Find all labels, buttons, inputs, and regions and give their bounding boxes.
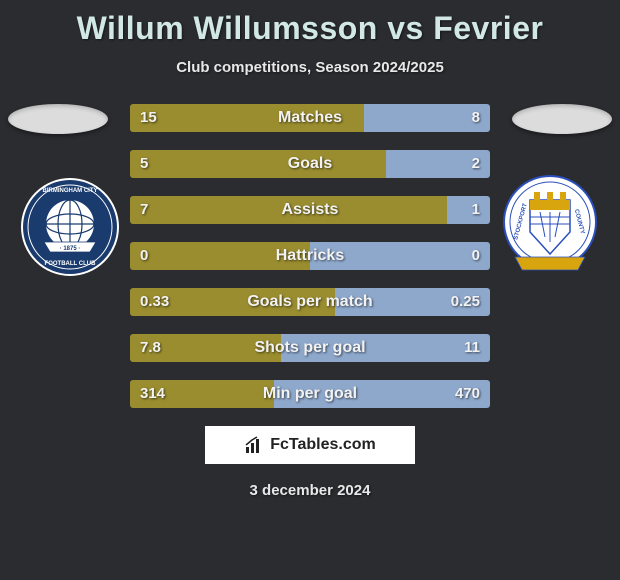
badge-left-text-bottom: FOOTBALL CLUB — [45, 261, 97, 267]
comparison-title: Willum Willumsson vs Fevrier — [0, 0, 620, 47]
badge-left-text-top: BIRMINGHAM CITY — [43, 188, 98, 194]
stat-row: Assists71 — [130, 196, 490, 224]
stat-row: Hattricks00 — [130, 242, 490, 270]
stat-bar-right — [274, 380, 490, 408]
country-indicator-left — [8, 104, 108, 134]
stat-bar-left — [130, 242, 310, 270]
stat-bar-right — [386, 150, 490, 178]
badge-left-year: · 1875 · — [60, 246, 81, 252]
comparison-subtitle: Club competitions, Season 2024/2025 — [0, 59, 620, 76]
stat-bars: Matches158 Goals52 Assists71 Hattricks00 Goa… — [130, 104, 490, 408]
stat-bar-right — [281, 334, 490, 362]
stat-bar-left — [130, 288, 335, 316]
comparison-content: BIRMINGHAM CITY FOOTBALL CLUB · 1875 · — [0, 104, 620, 408]
stat-row: Shots per goal7.811 — [130, 334, 490, 362]
stat-bar-right — [310, 242, 490, 270]
stat-bar-right — [447, 196, 490, 224]
stat-bar-right — [364, 104, 490, 132]
stat-row: Min per goal314470 — [130, 380, 490, 408]
club-badge-left: BIRMINGHAM CITY FOOTBALL CLUB · 1875 · — [20, 162, 120, 292]
fctables-watermark: FcTables.com — [205, 426, 415, 464]
stat-row: Goals per match0.330.25 — [130, 288, 490, 316]
stat-row: Matches158 — [130, 104, 490, 132]
fctables-label: FcTables.com — [270, 436, 376, 454]
country-indicator-right — [512, 104, 612, 134]
comparison-date: 3 december 2024 — [0, 482, 620, 499]
stat-bar-left — [130, 196, 447, 224]
stat-bar-right — [335, 288, 490, 316]
stat-bar-left — [130, 380, 274, 408]
club-badge-right: STOCKPORT COUNTY — [500, 162, 600, 292]
stat-row: Goals52 — [130, 150, 490, 178]
stat-bar-left — [130, 150, 386, 178]
stat-bar-left — [130, 334, 281, 362]
chart-icon — [244, 435, 264, 455]
stat-bar-left — [130, 104, 364, 132]
